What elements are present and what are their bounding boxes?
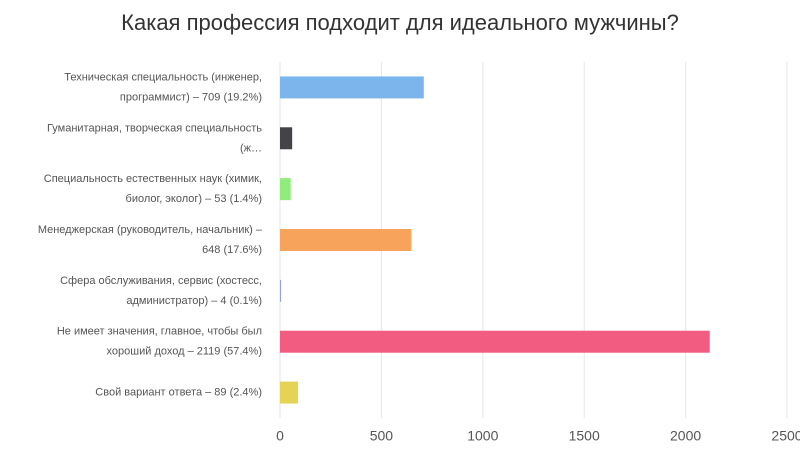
x-tick-label: 2500 xyxy=(771,428,800,444)
y-tick-label: Сфера обслуживания, сервис (хостесс, адми… xyxy=(60,275,262,307)
x-tick-label: 0 xyxy=(276,428,284,444)
x-tick-label: 1500 xyxy=(569,428,600,444)
bar xyxy=(280,76,424,99)
chart-title: Какая профессия подходит для идеального … xyxy=(121,10,679,35)
bar xyxy=(280,229,412,251)
y-tick-label: Менеджерская (руководитель, начальник) –… xyxy=(38,224,263,256)
x-tick-label: 500 xyxy=(370,428,394,444)
y-tick-label: Специальность естественных наук (химик, б… xyxy=(44,173,262,205)
bar xyxy=(280,330,710,353)
x-tick-label: 2000 xyxy=(670,428,701,444)
bar xyxy=(280,127,293,150)
bar xyxy=(280,279,281,302)
y-tick-label: Не имеет значения, главное, чтобы был хор… xyxy=(57,326,262,358)
x-tick-label: 1000 xyxy=(467,428,498,444)
y-tick-label: Свой вариант ответа – 89 (2.4%) xyxy=(95,386,262,398)
bar xyxy=(280,381,299,404)
bar xyxy=(280,178,291,201)
y-tick-label: Гуманитарная, творческая специальность (ж… xyxy=(47,122,262,154)
y-tick-label: Техническая специальность (инженер, прогр… xyxy=(64,71,262,103)
